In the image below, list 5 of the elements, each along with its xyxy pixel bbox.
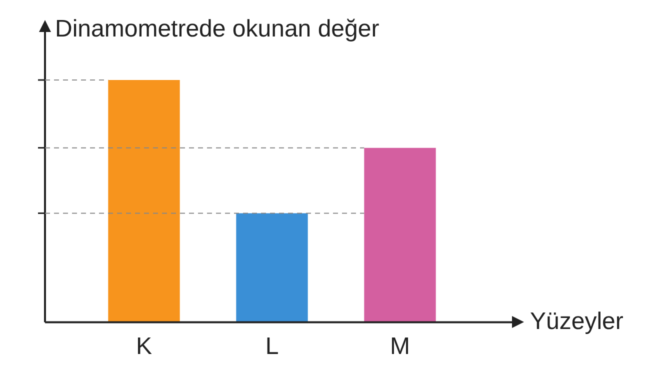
y-axis-title: Dinamometrede okunan değer xyxy=(55,16,380,43)
x-tick-label: K xyxy=(136,333,152,360)
x-tick-label: M xyxy=(390,333,410,360)
x-axis-title: Yüzeyler xyxy=(530,308,624,335)
x-tick-label: L xyxy=(265,333,279,360)
